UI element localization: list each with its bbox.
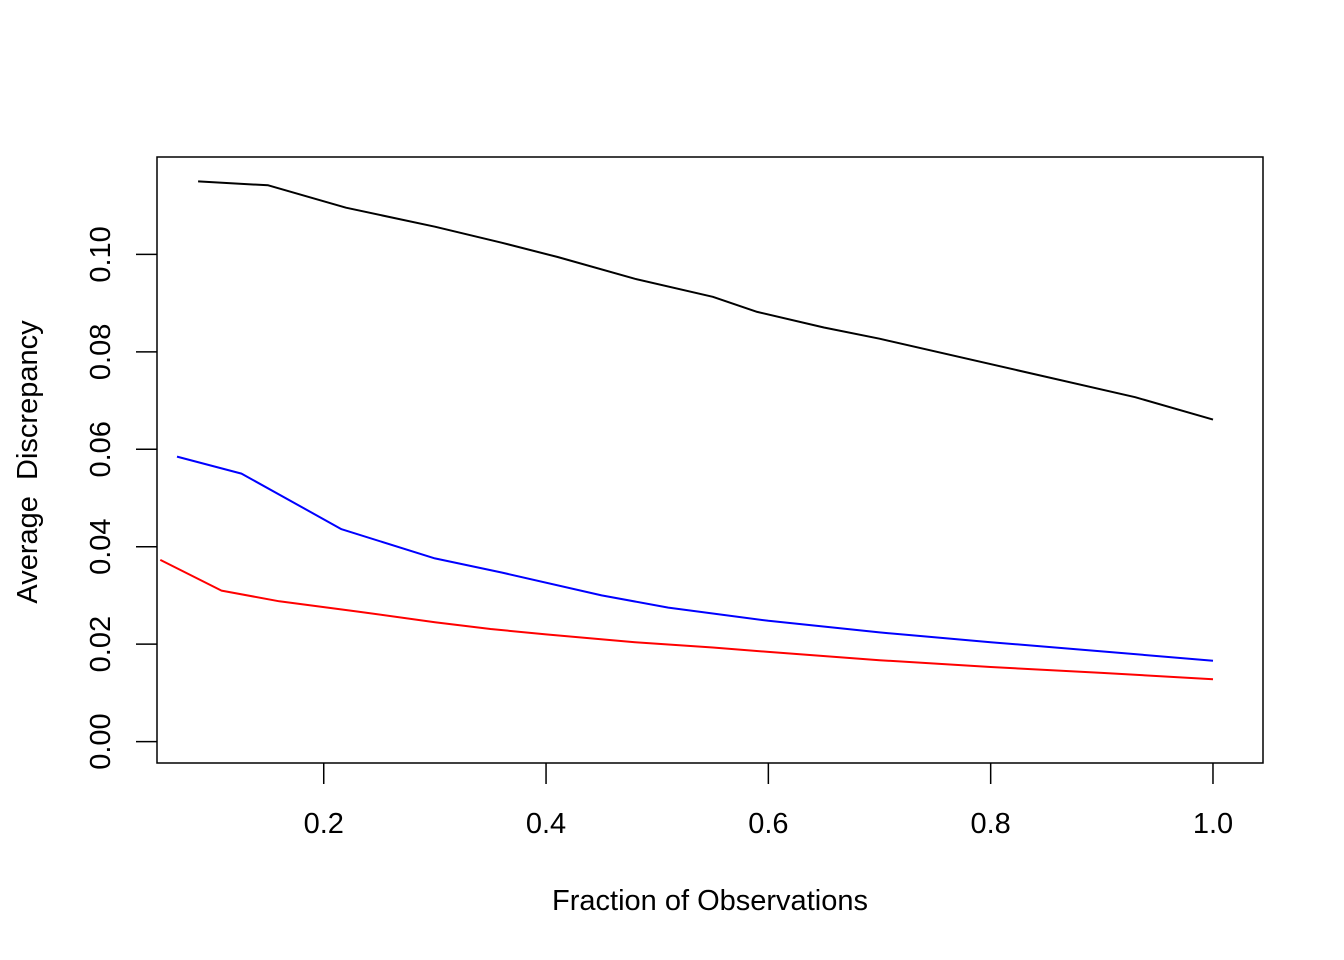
x-tick-label: 0.6: [748, 808, 788, 840]
series-line-2: [176, 455, 1214, 662]
series-line-1: [198, 180, 1214, 421]
y-tick-label: 0.02: [85, 616, 117, 672]
y-tick-label: 0.08: [85, 324, 117, 380]
x-axis: 0.2 0.4 0.6 0.8 1.0: [304, 763, 1233, 840]
series-line-3: [159, 559, 1214, 681]
x-tick-label: 0.2: [304, 808, 344, 840]
y-axis-label: Average Discrepancy: [12, 320, 44, 604]
y-tick-label: 0.04: [85, 518, 117, 574]
y-axis: 0.00 0.02 0.04 0.06 0.08 0.10: [85, 226, 157, 770]
x-axis-label: Fraction of Observations: [552, 885, 868, 917]
y-tick-label: 0.06: [85, 421, 117, 477]
x-tick-label: 1.0: [1193, 808, 1233, 840]
x-tick-label: 0.4: [526, 808, 566, 840]
y-tick-label: 0.00: [85, 713, 117, 769]
x-tick-label: 0.8: [971, 808, 1011, 840]
series-layer: [159, 180, 1214, 681]
y-tick-label: 0.10: [85, 226, 117, 282]
plot-frame: [156, 156, 1264, 764]
